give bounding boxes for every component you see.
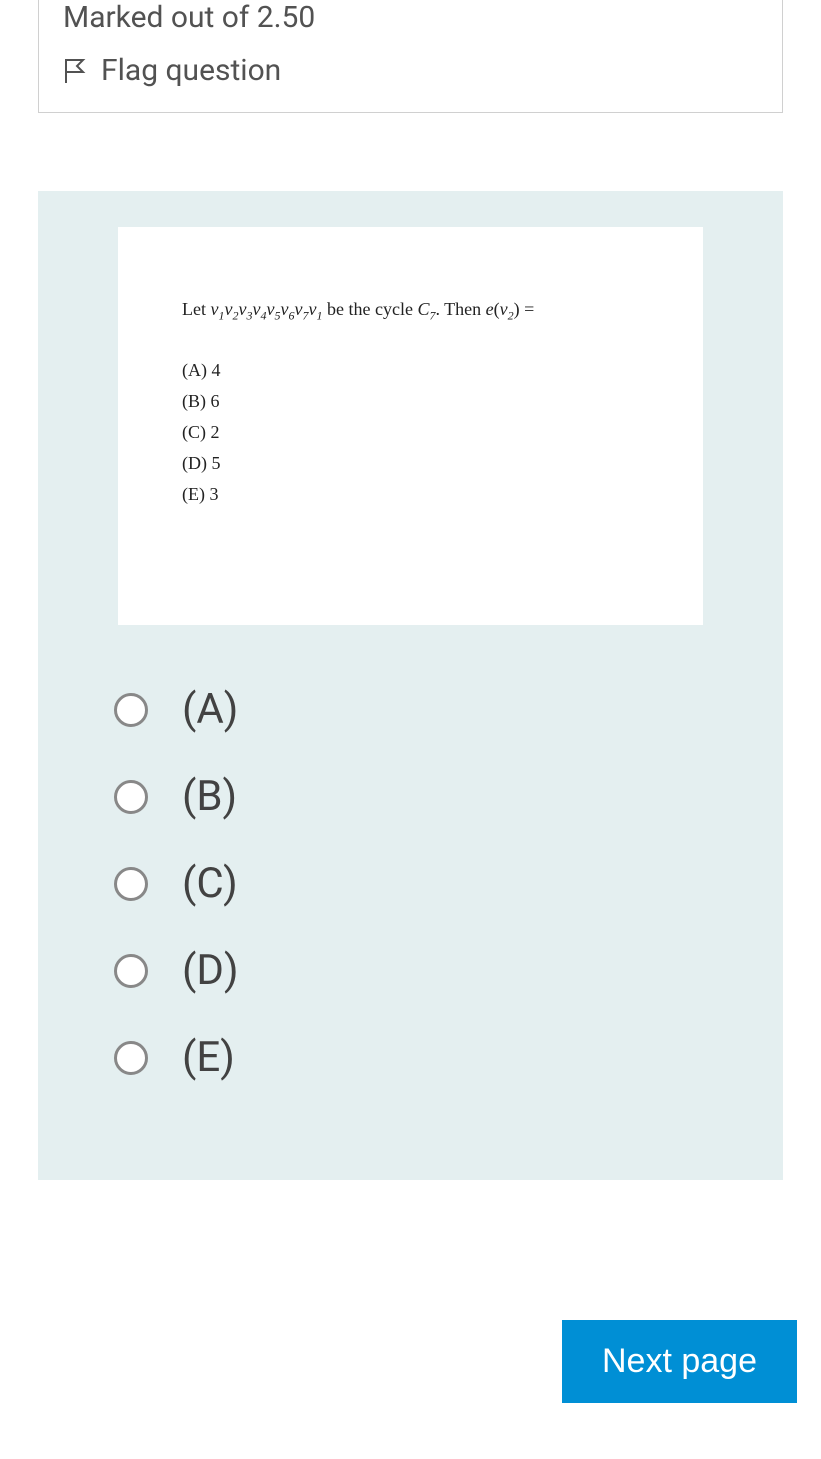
option-label-e: (E)	[182, 1033, 235, 1082]
flag-question-label: Flag question	[101, 53, 281, 88]
option-label-a: (A)	[182, 685, 238, 734]
option-row-e[interactable]: (E)	[114, 1033, 783, 1082]
radio-d[interactable]	[114, 954, 148, 988]
cycle-name: C7	[417, 299, 435, 319]
radio-b[interactable]	[114, 780, 148, 814]
option-label-c: (C)	[182, 859, 238, 908]
inline-option-d: (D) 5	[182, 453, 639, 474]
question-info-box: Marked out of 2.50 Flag question	[38, 0, 783, 113]
question-prompt: Let v1v2v3v4v5v6v7v1 be the cycle C7. Th…	[182, 299, 639, 320]
prompt-mid: be the cycle	[323, 299, 418, 319]
radio-e[interactable]	[114, 1041, 148, 1075]
question-block: Let v1v2v3v4v5v6v7v1 be the cycle C7. Th…	[38, 191, 783, 1180]
inline-option-c: (C) 2	[182, 422, 639, 443]
cycle-vertices: v1v2v3v4v5v6v7v1	[211, 299, 323, 319]
option-label-b: (B)	[182, 772, 237, 821]
prompt-prefix: Let	[182, 299, 211, 319]
radio-a[interactable]	[114, 693, 148, 727]
eccentricity-expr: e	[486, 299, 494, 319]
inline-option-b: (B) 6	[182, 391, 639, 412]
inline-option-a: (A) 4	[182, 360, 639, 381]
option-row-a[interactable]: (A)	[114, 685, 783, 734]
flag-icon	[63, 57, 87, 85]
option-row-b[interactable]: (B)	[114, 772, 783, 821]
answer-options: (A) (B) (C) (D) (E)	[114, 685, 783, 1082]
option-row-d[interactable]: (D)	[114, 946, 783, 995]
inline-option-e: (E) 3	[182, 484, 639, 505]
prompt-suffix: . Then	[435, 299, 485, 319]
flag-question-link[interactable]: Flag question	[63, 53, 758, 88]
option-label-d: (D)	[182, 946, 239, 995]
question-content: Let v1v2v3v4v5v6v7v1 be the cycle C7. Th…	[118, 227, 703, 625]
marked-out-text: Marked out of 2.50	[63, 0, 758, 53]
button-row: Next page	[0, 1180, 821, 1403]
option-row-c[interactable]: (C)	[114, 859, 783, 908]
next-page-button[interactable]: Next page	[562, 1320, 797, 1403]
prompt-equals: =	[520, 299, 535, 319]
radio-c[interactable]	[114, 867, 148, 901]
